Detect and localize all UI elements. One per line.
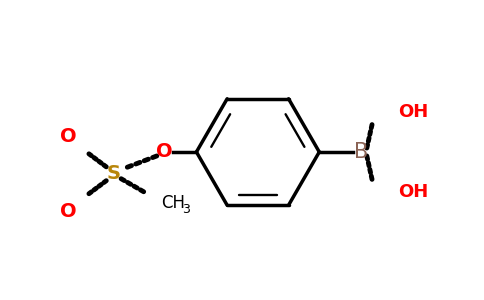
Text: OH: OH (398, 183, 429, 201)
Text: O: O (156, 142, 173, 161)
Text: CH: CH (161, 194, 185, 212)
Text: 3: 3 (182, 203, 190, 216)
Text: O: O (60, 127, 77, 146)
Text: B: B (354, 142, 368, 162)
Text: O: O (60, 202, 77, 221)
Text: OH: OH (398, 103, 429, 122)
Text: S: S (106, 164, 120, 183)
